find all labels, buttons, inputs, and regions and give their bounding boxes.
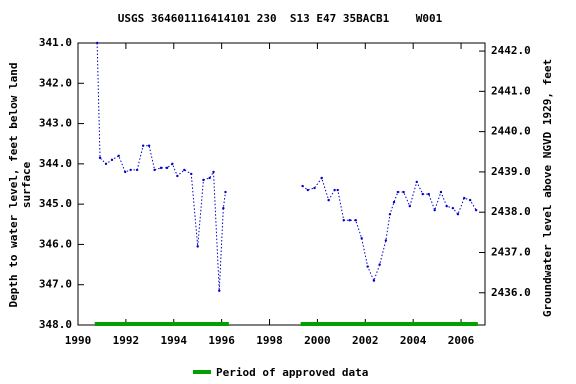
data-point [218,289,221,292]
data-point [415,180,418,184]
data-point [408,204,412,208]
y-tick-label: 342.0 [39,76,72,89]
data-point [354,219,357,222]
x-tick-label: 1998 [256,334,283,347]
data-point [445,204,448,208]
chart-title: USGS 364601116414101 230 S13 E47 35BACB1… [118,12,443,25]
data-point [123,170,127,174]
y2-tick-label: 2437.0 [491,245,531,258]
data-point [208,176,211,180]
x-tick-label: 2000 [304,334,331,347]
x-tick-label: 2006 [448,334,475,347]
x-tick-label: 2004 [400,334,427,347]
data-point [456,213,460,216]
y2-axis-label: Groundwater level above NGVD 1929, feet [541,59,554,317]
data-point [378,263,381,266]
data-point [474,208,478,212]
x-tick-label: 1990 [65,334,92,347]
data-line [96,42,477,291]
approved-period [94,322,229,326]
data-point [320,176,323,180]
data-point [451,206,455,210]
data-point [336,188,339,192]
data-point [342,219,345,222]
data-point [468,198,472,202]
y2-tick-label: 2442.0 [491,44,531,57]
data-point [313,186,316,190]
y-axis-label: Depth to water level, feet below land [7,62,20,307]
y-tick-label: 344.0 [39,157,72,170]
data-point [202,178,205,182]
data-point [222,206,225,210]
data-point [396,190,400,194]
data-point [384,239,388,242]
y2-tick-label: 2441.0 [491,84,531,97]
y-tick-label: 341.0 [39,36,72,49]
data-point [98,156,102,160]
x-tick-label: 1994 [161,334,188,347]
data-point [135,168,139,172]
data-point [301,184,304,188]
data-point [388,213,392,216]
approved-period [300,322,478,326]
data-point [141,144,145,147]
data-point [327,198,330,202]
data-point [147,144,151,147]
y2-tick-label: 2439.0 [491,165,531,178]
x-tick-label: 2002 [352,334,379,347]
data-point [129,168,132,172]
data-point [439,190,443,194]
data-point [196,245,199,248]
data-point [176,174,179,178]
y-tick-label: 348.0 [39,318,72,331]
data-point [427,192,430,196]
data-point [306,188,310,192]
y2-tick-label: 2438.0 [491,205,531,218]
data-point [183,168,186,172]
data-point [95,41,99,45]
plot-frame [77,42,486,326]
data-point [360,237,363,240]
data-point [171,162,174,166]
data-point [165,166,169,170]
y-tick-label: 346.0 [39,237,72,250]
legend-swatch [193,370,211,374]
data-point [153,168,156,172]
data-point [366,265,369,268]
data-point [190,172,193,176]
data-point [159,166,163,170]
data-point [212,170,215,174]
y-tick-label: 347.0 [39,278,72,291]
data-point [117,154,120,157]
data-point [462,196,466,200]
y2-tick-label: 2440.0 [491,125,531,138]
y2-tick-label: 2436.0 [491,286,531,299]
data-point [372,279,376,282]
data-point [402,190,405,194]
data-point [110,158,114,162]
x-tick-label: 1996 [208,334,235,347]
x-tick-label: 1992 [113,334,140,347]
data-point [433,208,436,212]
data-point [421,192,424,196]
y-tick-label: 345.0 [39,197,72,210]
data-point [392,200,396,204]
data-point [348,219,351,222]
data-point [333,188,336,192]
data-point [104,162,108,166]
y-tick-label: 343.0 [39,117,72,130]
legend-label: Period of approved data [216,366,368,379]
y-axis-label: surface [20,161,33,208]
data-point [224,190,227,194]
